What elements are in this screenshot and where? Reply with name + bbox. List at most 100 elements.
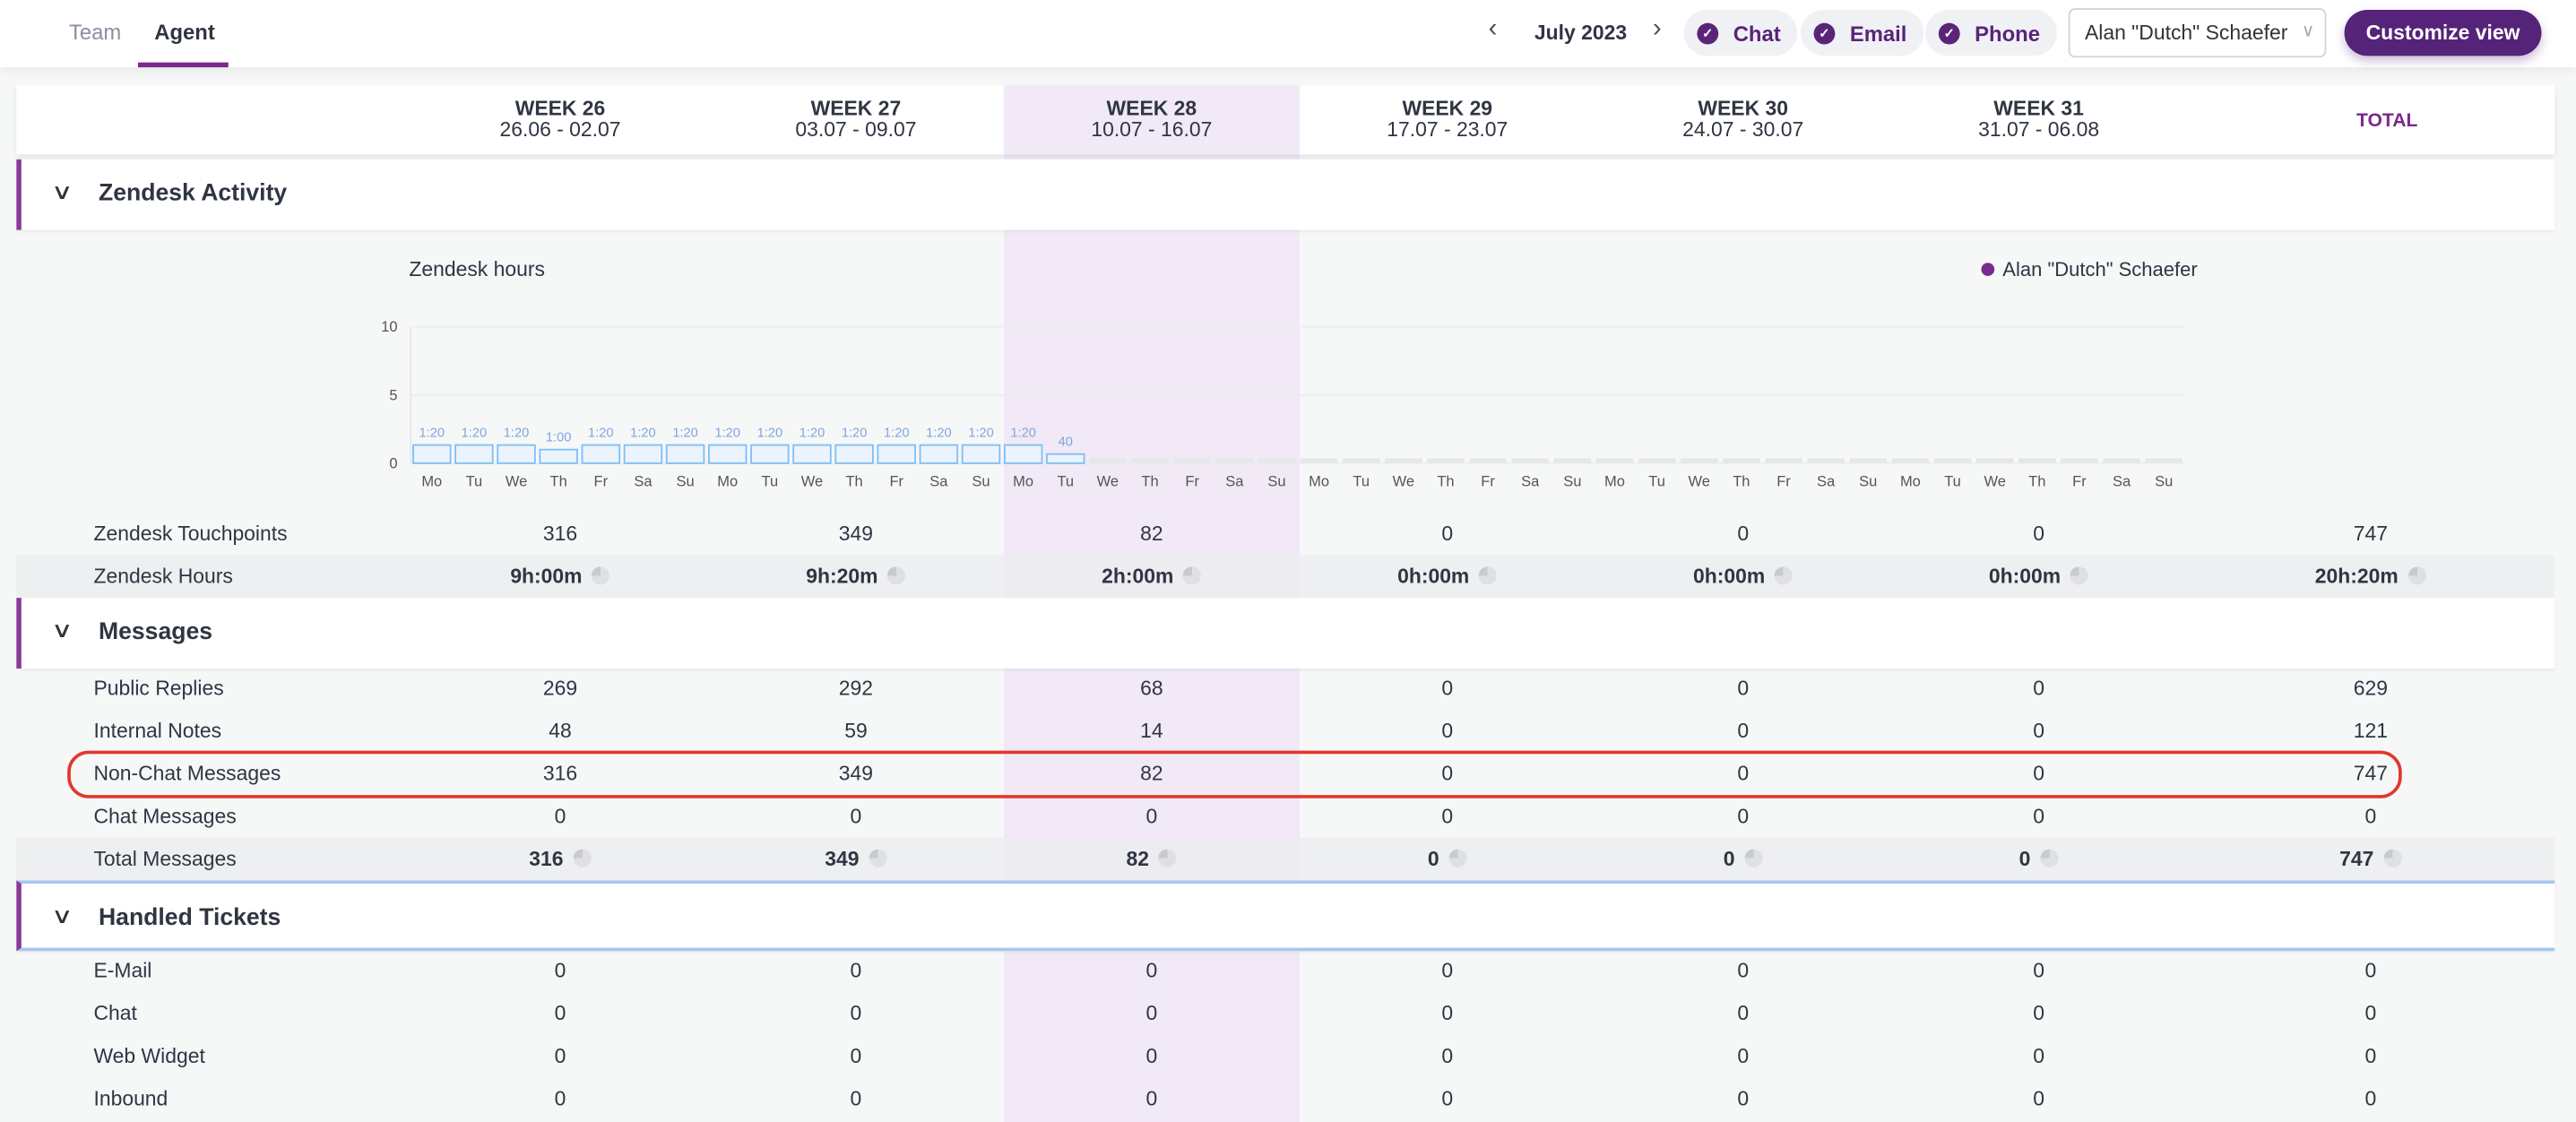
- week-cell: 0: [1004, 1002, 1300, 1025]
- chevron-down-icon[interactable]: ∨: [50, 617, 73, 643]
- x-tick-label: Th: [1437, 474, 1454, 490]
- x-tick-label: We: [1097, 474, 1119, 490]
- cell-value: 0: [554, 1087, 566, 1111]
- week-cell: 59: [708, 720, 1004, 743]
- filter-chat[interactable]: ✓ Chat: [1683, 9, 1797, 56]
- pie-chart-icon[interactable]: [2407, 566, 2426, 585]
- cell-value: 0: [1441, 1087, 1454, 1111]
- x-tick-label: Sa: [2113, 474, 2131, 490]
- pie-chart-icon[interactable]: [2383, 849, 2402, 867]
- week-cell: 0: [1595, 1045, 1891, 1068]
- week-cell: 0: [1300, 522, 1595, 546]
- cell-value: 0: [1737, 719, 1750, 743]
- bar-empty: [2103, 458, 2140, 463]
- cell-value: 349: [838, 762, 874, 786]
- next-month-icon[interactable]: ›: [1652, 14, 1662, 43]
- x-tick-label: Tu: [1353, 474, 1370, 490]
- pie-chart-icon[interactable]: [2040, 849, 2059, 867]
- x-tick-label: We: [1984, 474, 2005, 490]
- x-tick-label: We: [506, 474, 527, 490]
- row-label: E-Mail: [93, 959, 152, 983]
- month-label: July 2023: [1534, 21, 1628, 45]
- week-label: WEEK 30: [1698, 97, 1788, 120]
- x-tick-label: Su: [676, 474, 694, 490]
- chevron-down-icon[interactable]: ∨: [50, 178, 73, 204]
- cell-value: 82: [1140, 762, 1163, 786]
- cell-value: 0: [2033, 762, 2044, 786]
- cell-value: 2h:00m: [1102, 565, 1174, 589]
- cell-value: 0: [1723, 847, 1735, 871]
- pie-chart-icon[interactable]: [2070, 566, 2089, 585]
- week-cell: 0: [1891, 848, 2187, 870]
- cell-value: 59: [844, 719, 868, 743]
- cell-value: 0: [2033, 959, 2044, 983]
- legend-label: Alan "Dutch" Schaefer: [2002, 257, 2198, 281]
- cell-value: 0: [2364, 1087, 2377, 1111]
- x-tick-label: Fr: [1481, 474, 1495, 490]
- bar-empty: [2018, 458, 2056, 463]
- section-header-zendesk-activity[interactable]: ∨ Zendesk Activity: [16, 159, 2555, 230]
- bar: [412, 444, 452, 464]
- bar-empty: [1427, 458, 1465, 463]
- table-row: Internal Notes 48 59 14 0 0 0 121: [16, 710, 2554, 753]
- y-tick-label: 5: [389, 387, 397, 403]
- prev-month-icon[interactable]: ‹: [1488, 14, 1498, 43]
- chevron-down-icon[interactable]: ∨: [50, 903, 73, 928]
- cell-value: 0: [1145, 1002, 1158, 1025]
- week-cell: 0: [1595, 522, 1891, 546]
- filter-label: Email: [1849, 20, 1907, 46]
- filter-email[interactable]: ✓ Email: [1800, 9, 1923, 56]
- week-cell: 0: [708, 1002, 1004, 1025]
- x-tick-label: Fr: [1185, 474, 1199, 490]
- week-label: WEEK 26: [514, 97, 606, 120]
- pie-chart-icon[interactable]: [1159, 849, 1178, 867]
- cell-value: 20h:20m: [2314, 565, 2399, 589]
- cell-value: 82: [1126, 847, 1150, 871]
- pie-chart-icon[interactable]: [869, 849, 887, 867]
- cell-value: 629: [2353, 677, 2388, 700]
- bar-label: 1:00: [546, 431, 572, 445]
- week-cell: 0: [1300, 805, 1595, 828]
- week-cell: 14: [1004, 720, 1300, 743]
- pie-chart-icon[interactable]: [1744, 849, 1763, 867]
- bar-label: 1:20: [419, 426, 445, 440]
- week-cell: 316: [412, 522, 708, 546]
- week-range: 24.07 - 30.07: [1682, 117, 1804, 142]
- bar-label: 1:20: [757, 426, 783, 440]
- bar: [623, 444, 663, 464]
- x-tick-label: Fr: [889, 474, 903, 490]
- pie-chart-icon[interactable]: [887, 566, 906, 585]
- x-tick-label: Th: [1141, 474, 1158, 490]
- bar: [792, 444, 832, 464]
- customize-view-button[interactable]: Customize view: [2344, 9, 2542, 56]
- week-header: TOTAL WEEK 26 26.06 - 02.07 WEEK 27 03.07 -…: [16, 85, 2555, 155]
- pie-chart-icon[interactable]: [592, 566, 610, 585]
- pie-chart-icon[interactable]: [1183, 566, 1202, 585]
- cell-value: 0: [1441, 805, 1454, 828]
- x-tick-label: Sa: [929, 474, 948, 490]
- total-cell: 0: [2187, 1002, 2555, 1025]
- bar-empty: [1131, 458, 1169, 463]
- week-cell: 349: [708, 762, 1004, 785]
- tab-agent[interactable]: Agent: [154, 19, 215, 45]
- bar-empty: [1849, 458, 1888, 463]
- week-label: WEEK 27: [810, 97, 902, 120]
- bar-empty: [1638, 458, 1676, 463]
- section-header-handled-tickets[interactable]: ∨ Handled Tickets: [16, 880, 2555, 952]
- section-header-messages[interactable]: ∨ Messages: [16, 598, 2555, 669]
- total-cell: 20h:20m: [2187, 565, 2555, 589]
- bar: [1003, 444, 1043, 464]
- pie-chart-icon[interactable]: [573, 849, 592, 867]
- pie-chart-icon[interactable]: [1775, 566, 1794, 585]
- bar-label: 40: [1059, 436, 1073, 450]
- week-cell: 0: [1300, 959, 1595, 982]
- agent-select[interactable]: Alan "Dutch" Schaefer ∨: [2068, 8, 2327, 58]
- bar-empty: [1595, 458, 1634, 463]
- filter-phone[interactable]: ✓ Phone: [1925, 9, 2057, 56]
- week-cell: 0: [1004, 805, 1300, 828]
- week-cell: 316: [412, 848, 708, 870]
- pie-chart-icon[interactable]: [1479, 566, 1498, 585]
- pie-chart-icon[interactable]: [1448, 849, 1467, 867]
- table-row: Zendesk Hours 9h:00m 9h:20m 2h:00m 0h:00m 0h:…: [16, 555, 2555, 599]
- tab-team[interactable]: Team: [68, 19, 122, 45]
